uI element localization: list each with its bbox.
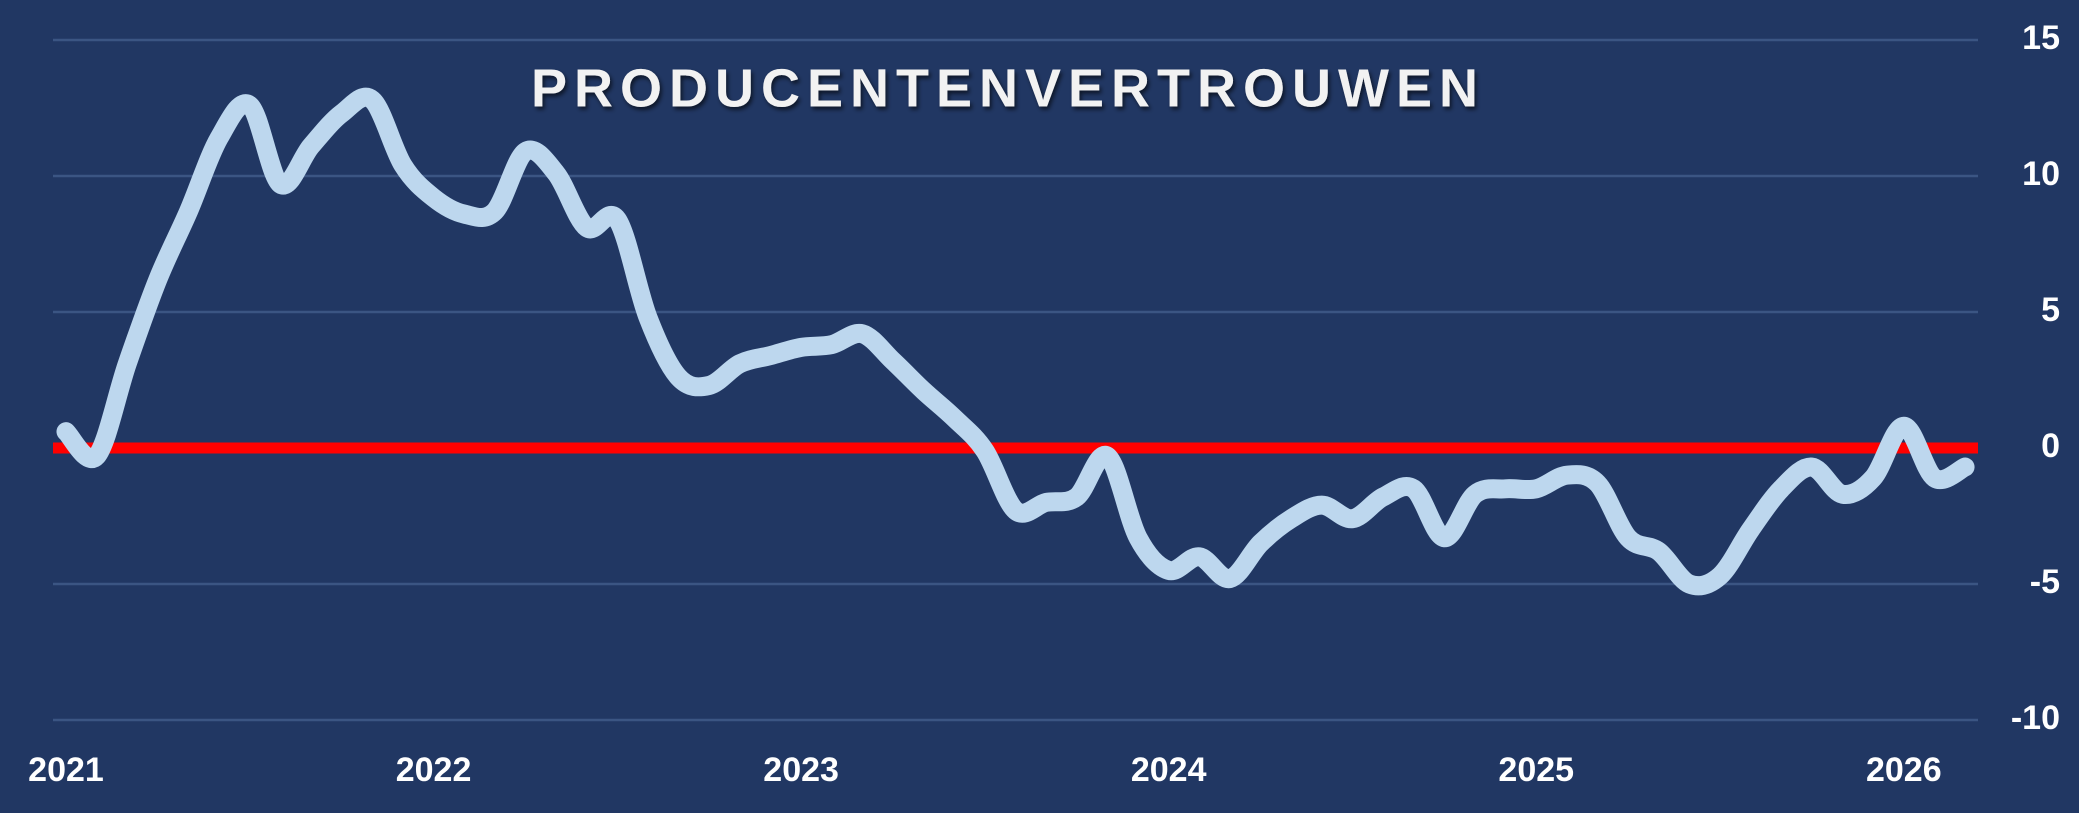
y-tick-label: 10 — [2022, 155, 2060, 193]
x-tick-label: 2025 — [1498, 751, 1574, 789]
y-tick-label: -10 — [2011, 699, 2060, 737]
x-tick-label: 2023 — [763, 751, 839, 789]
x-tick-label: 2026 — [1866, 751, 1942, 789]
grid — [53, 38, 1978, 722]
x-tick-label: 2022 — [396, 751, 472, 789]
x-tick-label: 2024 — [1131, 751, 1207, 789]
data-line — [56, 87, 1975, 596]
x-tick-label: 2021 — [28, 751, 104, 789]
y-tick-label: 5 — [2041, 291, 2060, 329]
y-tick-label: 0 — [2041, 427, 2060, 465]
y-tick-label: 15 — [2022, 19, 2060, 57]
plot — [53, 87, 1978, 596]
chart-title: PRODUCENTENVERTROUWEN — [531, 58, 1485, 118]
y-tick-label: -5 — [2030, 563, 2060, 601]
